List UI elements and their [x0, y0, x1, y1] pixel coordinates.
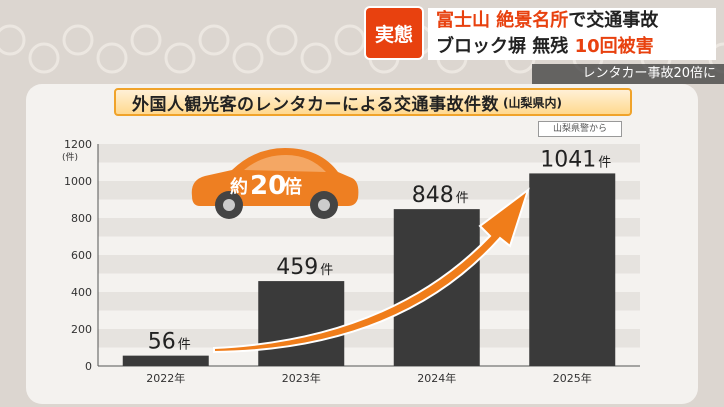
- y-tick-label: 1000: [64, 175, 92, 188]
- grid-band: [98, 144, 640, 163]
- car-hub-rear: [318, 199, 330, 211]
- y-tick-label: 600: [71, 249, 92, 262]
- data-label: 459: [276, 255, 318, 280]
- car-window: [244, 155, 326, 172]
- x-tick-label: 2022年: [146, 371, 185, 385]
- bg-ring: [96, 42, 128, 74]
- y-tick-label: 200: [71, 323, 92, 336]
- car-body: [191, 148, 359, 206]
- bar: [529, 173, 616, 366]
- chart-subtitle: (山梨県内): [503, 95, 562, 110]
- bg-ring: [232, 42, 264, 74]
- bg-ring: [300, 42, 332, 74]
- data-label-unit: 件: [456, 191, 469, 206]
- headline-line-2-a: ブロック塀 無残: [436, 36, 569, 57]
- headline-line-2-b: 10回被害: [574, 36, 654, 57]
- y-tick-label: 400: [71, 286, 92, 299]
- bg-ring: [0, 24, 26, 56]
- y-axis-unit: (件): [62, 151, 78, 163]
- x-tick-label: 2024年: [417, 371, 456, 385]
- source-label: 山梨県警から: [538, 121, 622, 137]
- headline-tag: 実態: [366, 8, 422, 58]
- grid-band: [98, 329, 640, 348]
- headline-line-1-b: で交通事故: [568, 10, 659, 31]
- headline-line-1-a: 富士山 絶景名所: [436, 10, 569, 31]
- data-label-unit: 件: [598, 155, 611, 170]
- x-tick-label: 2025年: [553, 371, 592, 385]
- bg-ring: [164, 42, 196, 74]
- data-label: 56: [148, 330, 176, 355]
- data-label: 848: [412, 183, 454, 208]
- bg-ring: [130, 24, 162, 56]
- bar: [122, 355, 209, 366]
- bg-ring: [28, 42, 60, 74]
- grid-band: [98, 292, 640, 311]
- chart-title-box: 外国人観光客のレンタカーによる交通事故件数 (山梨県内): [114, 88, 632, 116]
- bar: [258, 281, 345, 366]
- data-label-unit: 件: [320, 263, 333, 278]
- data-label: 1041: [540, 147, 596, 172]
- x-tick-label: 2023年: [282, 371, 321, 385]
- news-ticker: レンタカー事故20倍に: [532, 64, 724, 84]
- y-tick-label: 800: [71, 212, 92, 225]
- car-hub-front: [223, 199, 235, 211]
- y-tick-label: 1200: [64, 138, 92, 151]
- bg-ring: [266, 24, 298, 56]
- y-tick-label: 0: [85, 360, 92, 373]
- callout-value: 20: [250, 171, 286, 201]
- bg-ring: [62, 24, 94, 56]
- bg-ring: [198, 24, 230, 56]
- chart-title: 外国人観光客のレンタカーによる交通事故件数: [132, 94, 499, 115]
- callout-prefix: 約: [230, 176, 248, 198]
- headline-line-1: 富士山 絶景名所で交通事故: [428, 8, 716, 34]
- callout-suffix: 倍: [284, 176, 302, 198]
- bg-ring: [334, 24, 366, 56]
- car-illustration: 約 20 倍: [191, 148, 359, 219]
- headline-line-2: ブロック塀 無残 10回被害: [428, 34, 716, 60]
- growth-arrow: [213, 187, 530, 354]
- grid-band: [98, 255, 640, 274]
- data-label-unit: 件: [178, 338, 191, 353]
- growth-arrow-shaft: [213, 187, 530, 354]
